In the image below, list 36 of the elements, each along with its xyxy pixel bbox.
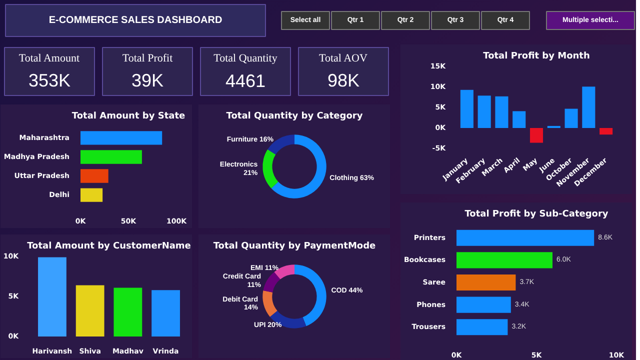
bar: [80, 131, 162, 145]
text: Total Quantity: [214, 52, 278, 64]
bar: [38, 257, 66, 336]
bar: [456, 252, 552, 268]
text: 353K: [28, 70, 71, 90]
bar: [456, 274, 516, 291]
bar: [530, 128, 544, 143]
chart-title: Total Amount by State: [72, 112, 186, 122]
bar: [564, 108, 578, 128]
chart-title: Total Profit by Month: [483, 52, 590, 62]
bar: [114, 288, 142, 336]
bar: [478, 96, 491, 128]
bar: [80, 150, 142, 164]
bar: [456, 230, 594, 246]
bar: [76, 285, 104, 336]
text: Total Profit: [122, 52, 173, 64]
bar: [456, 319, 508, 336]
bar: [460, 90, 474, 128]
text: Total AOV: [318, 52, 368, 64]
bar: [152, 290, 180, 336]
text: Total Amount: [18, 52, 80, 64]
bar: [495, 96, 508, 128]
bar: [456, 296, 511, 313]
text: E-COMMERCE SALES DASHBOARD: [48, 15, 222, 26]
bar: [582, 86, 596, 128]
chart-title: Total Quantity by Category: [226, 112, 363, 122]
bar: [80, 169, 108, 183]
chart-title: Total Profit by Sub-Category: [464, 210, 608, 220]
text: 39K: [131, 70, 164, 90]
bar: [80, 188, 103, 202]
chart-title: Total Quantity by PaymentMode: [213, 242, 376, 252]
text: 98K: [327, 70, 360, 90]
text: 4461: [225, 71, 266, 91]
bar: [600, 128, 613, 135]
chart-title: Total Amount by CustomerName: [27, 242, 191, 252]
bar: [512, 111, 526, 128]
